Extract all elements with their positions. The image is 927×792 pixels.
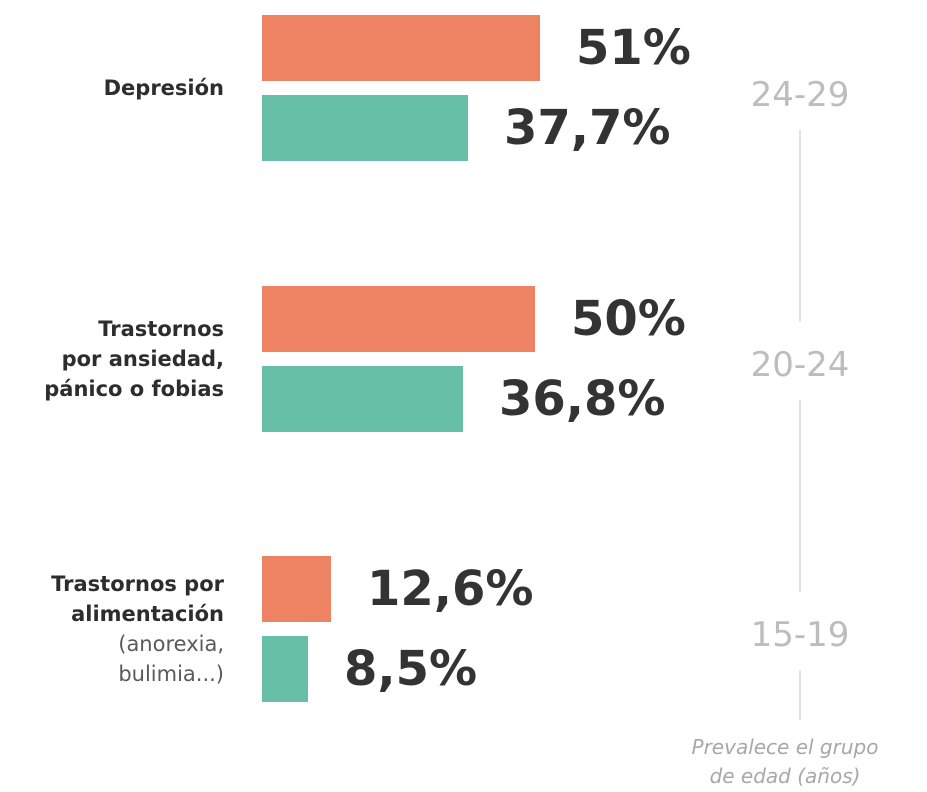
value-label: 50% xyxy=(571,286,686,352)
category-label: Trastornos por alimentación (anorexia, buli… xyxy=(0,569,224,689)
category-label-line: Depresión xyxy=(0,73,224,103)
bar xyxy=(262,15,540,81)
category-note-line: (anorexia, xyxy=(0,629,224,659)
category-note-line: bulimia...) xyxy=(0,659,224,689)
value-label: 8,5% xyxy=(344,636,477,702)
value-label: 12,6% xyxy=(367,556,534,622)
category-label: Depresión xyxy=(0,73,224,103)
age-caption-line: Prevalece el grupo xyxy=(640,733,927,762)
age-connector-line xyxy=(799,400,801,592)
age-connector-line xyxy=(799,130,801,322)
category-label: Trastornos por ansiedad, pánico o fobias xyxy=(0,314,224,404)
bar xyxy=(262,556,331,622)
bar xyxy=(262,286,535,352)
bar xyxy=(262,636,308,702)
category-label-line: por ansiedad, xyxy=(0,344,224,374)
bar xyxy=(262,95,468,161)
bar xyxy=(262,366,463,432)
value-label: 51% xyxy=(576,15,691,81)
value-label: 36,8% xyxy=(499,366,666,432)
age-caption: Prevalece el grupo de edad (años) xyxy=(640,733,927,791)
category-label-line: Trastornos por xyxy=(0,569,224,599)
age-group-label: 20-24 xyxy=(700,340,900,390)
category-label-line: alimentación xyxy=(0,599,224,629)
category-label-line: Trastornos xyxy=(0,314,224,344)
age-connector-line xyxy=(799,670,801,720)
age-group-label: 24-29 xyxy=(700,70,900,120)
age-caption-line: de edad (años) xyxy=(640,762,927,791)
age-group-label: 15-19 xyxy=(700,610,900,660)
value-label: 37,7% xyxy=(504,95,671,161)
category-label-line: pánico o fobias xyxy=(0,374,224,404)
